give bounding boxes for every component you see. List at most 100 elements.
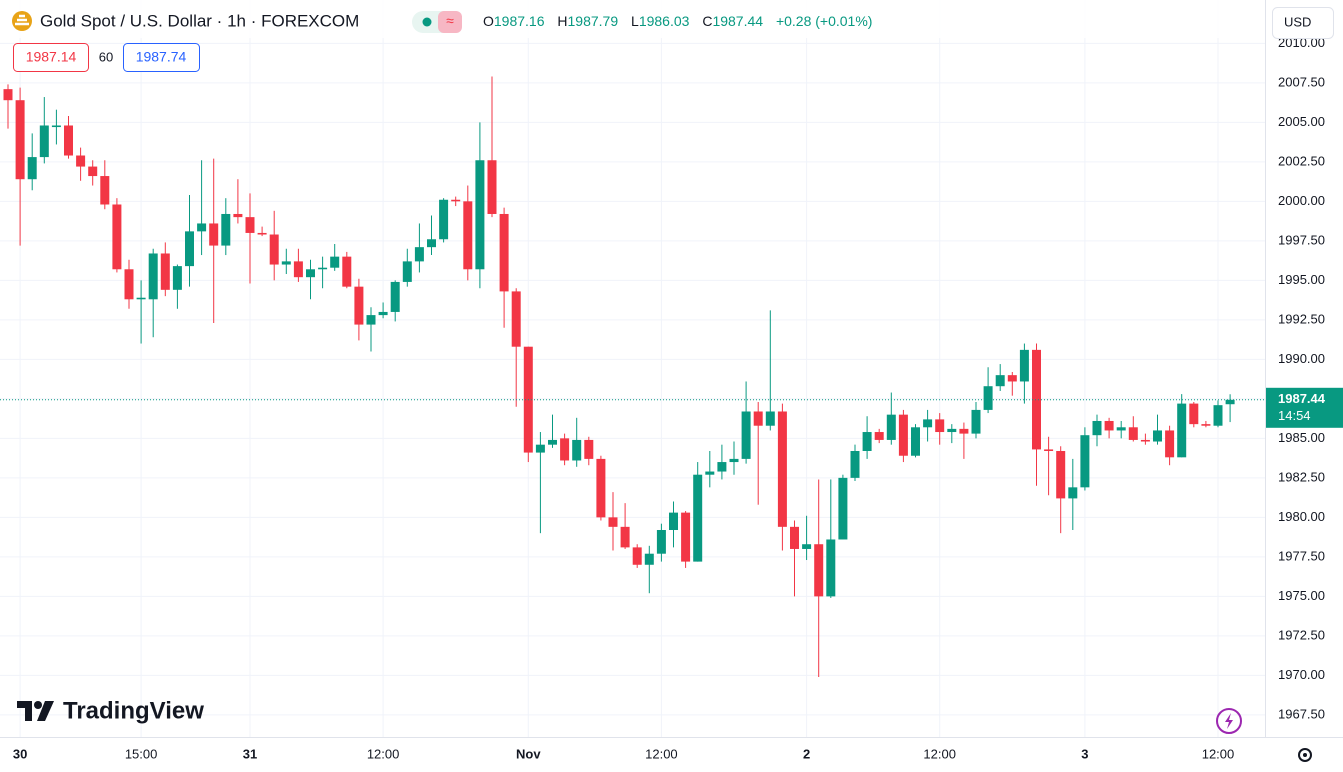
x-tick-label: 30 bbox=[13, 746, 27, 761]
grid bbox=[0, 0, 1265, 737]
candle-body bbox=[535, 444, 545, 453]
candle-body bbox=[414, 247, 424, 262]
ohlc-value: 1986.03 bbox=[639, 13, 690, 29]
candle-body bbox=[777, 411, 787, 527]
alert-bolt bbox=[1225, 713, 1233, 729]
candle-body bbox=[15, 100, 25, 180]
candle-body bbox=[850, 450, 860, 478]
candle-body bbox=[1104, 420, 1114, 431]
y-tick-label: 1985.00 bbox=[1278, 430, 1325, 445]
spread: 60 bbox=[99, 49, 113, 64]
candle-body bbox=[741, 411, 751, 459]
candle-body bbox=[802, 544, 812, 549]
candle-body bbox=[88, 166, 98, 177]
candle-body bbox=[765, 411, 775, 426]
candle-body bbox=[100, 176, 110, 205]
x-tick-label: 12:00 bbox=[645, 746, 678, 761]
ohlc-key: C bbox=[702, 13, 712, 29]
candle-body bbox=[366, 315, 376, 325]
ask-box[interactable] bbox=[123, 43, 200, 72]
candle-body bbox=[378, 311, 388, 316]
candle-body bbox=[1201, 424, 1211, 426]
settings-icon[interactable] bbox=[1298, 748, 1312, 762]
candle-body bbox=[790, 526, 799, 549]
bid-box[interactable] bbox=[13, 43, 89, 72]
x-tick-label: 2 bbox=[803, 746, 810, 761]
y-tick-label: 1997.50 bbox=[1278, 232, 1325, 247]
candle-body bbox=[439, 199, 449, 240]
candle-body bbox=[838, 477, 848, 540]
candle-body bbox=[644, 553, 654, 565]
candle-body bbox=[632, 547, 642, 565]
status-delay bbox=[438, 11, 462, 33]
candle-body bbox=[729, 458, 739, 463]
candle-body bbox=[27, 157, 37, 180]
ohlc-key: L bbox=[631, 13, 639, 29]
bid: 1987.14 bbox=[26, 49, 77, 65]
candle-body bbox=[1032, 349, 1041, 450]
currency-button[interactable] bbox=[1272, 7, 1334, 39]
alert-icon[interactable] bbox=[1216, 708, 1242, 734]
candle-body bbox=[318, 267, 328, 270]
change: +0.28 (+0.01%) bbox=[776, 13, 873, 29]
candle-body bbox=[39, 125, 49, 158]
x-tick-label: 3 bbox=[1081, 746, 1088, 761]
candle-body bbox=[197, 223, 207, 232]
candle-body bbox=[390, 281, 400, 312]
x-tick-label: 12:00 bbox=[1202, 746, 1235, 761]
candle-body bbox=[1068, 487, 1078, 499]
y-tick-label: 1990.00 bbox=[1278, 351, 1325, 366]
candle-body bbox=[293, 261, 303, 278]
candle-body bbox=[1225, 399, 1235, 405]
status-delay-icon: ≈ bbox=[446, 13, 454, 29]
axes: 1967.50 1970.00 1972.50 1975.00 1977.50 1980.… bbox=[13, 35, 1343, 761]
candle-body bbox=[596, 458, 606, 518]
status-dot bbox=[422, 17, 432, 27]
candle-body bbox=[862, 432, 872, 451]
candle-body bbox=[427, 239, 436, 248]
candle-body bbox=[1044, 449, 1054, 451]
x-tick-label: 12:00 bbox=[367, 746, 400, 761]
candle-body bbox=[717, 462, 727, 472]
candle-body bbox=[669, 512, 678, 531]
candle-body bbox=[1140, 439, 1150, 442]
candle-body bbox=[1165, 430, 1175, 458]
logo-part bbox=[37, 701, 54, 721]
candle-body bbox=[620, 526, 630, 548]
candle-body bbox=[1092, 420, 1102, 436]
candle-body bbox=[947, 428, 957, 433]
y-tick-label: 1980.00 bbox=[1278, 509, 1325, 524]
candle-body bbox=[451, 199, 461, 202]
candle-body bbox=[1007, 375, 1017, 382]
candle-body bbox=[656, 530, 666, 554]
candle-body bbox=[923, 419, 933, 428]
candle-body bbox=[1019, 349, 1029, 382]
candle-body bbox=[608, 517, 618, 527]
candle-body bbox=[983, 386, 993, 410]
candle-body bbox=[705, 471, 715, 475]
candle-body bbox=[475, 160, 485, 270]
candle-body bbox=[148, 253, 158, 300]
x-tick-label: Nov bbox=[516, 746, 541, 761]
symbol-title: Gold Spot / U.S. Dollar · 1h · FOREXCOM bbox=[40, 11, 359, 30]
candle-body bbox=[814, 544, 824, 597]
y-tick-label: 1975.00 bbox=[1278, 588, 1325, 603]
settings-icon-center bbox=[1303, 753, 1307, 757]
candle-body bbox=[1213, 405, 1223, 426]
header-bg bbox=[0, 0, 1265, 38]
candle-body bbox=[911, 427, 920, 456]
candle-body bbox=[1080, 435, 1090, 488]
candle-body bbox=[1116, 427, 1126, 431]
candle-body bbox=[3, 89, 13, 101]
ohlc-key: O bbox=[483, 13, 494, 29]
candle-body bbox=[402, 261, 412, 282]
y-tick-label: 1970.00 bbox=[1278, 667, 1325, 682]
symbol-icon-bars bbox=[15, 14, 29, 26]
ohlc-value: 1987.44 bbox=[712, 13, 763, 29]
candle-body bbox=[306, 269, 315, 278]
logo-part bbox=[34, 701, 42, 709]
y-tick-label: 1992.50 bbox=[1278, 311, 1325, 326]
candle-body bbox=[584, 439, 594, 459]
candle-body bbox=[1153, 430, 1162, 442]
